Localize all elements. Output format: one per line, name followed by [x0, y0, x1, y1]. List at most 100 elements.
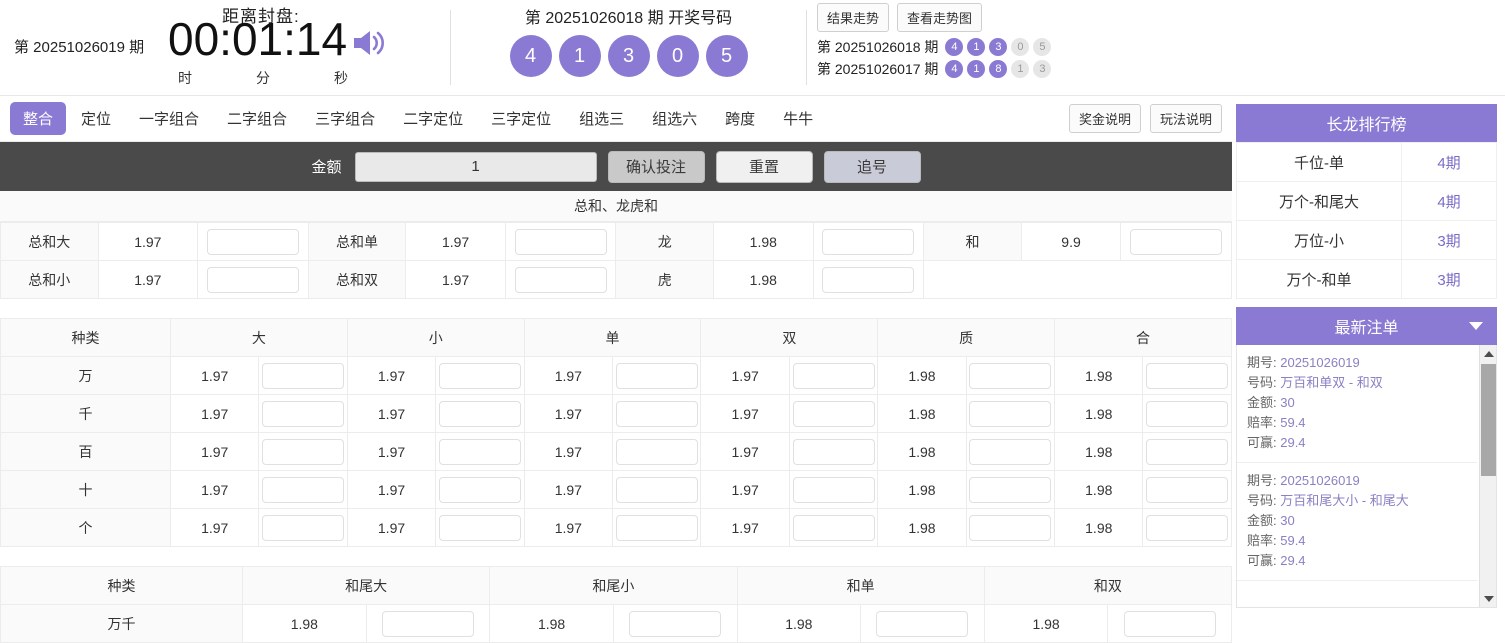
- bet-amount-input[interactable]: [792, 362, 875, 389]
- order-item[interactable]: 期号: 20251026019 号码: 万百和单双 - 和双 金额: 30 赔率: 5…: [1237, 345, 1477, 463]
- bet-option-label[interactable]: 虎: [615, 260, 715, 299]
- bet-amount-input[interactable]: [1146, 362, 1229, 389]
- odds-value[interactable]: 1.97: [523, 394, 614, 433]
- odds-value[interactable]: 9.9: [1020, 222, 1122, 261]
- bonus-info-button[interactable]: 奖金说明: [1068, 104, 1141, 133]
- amount-input[interactable]: [354, 151, 597, 182]
- odds-value[interactable]: 1.97: [346, 508, 437, 547]
- rules-info-button[interactable]: 玩法说明: [1149, 104, 1222, 133]
- odds-value[interactable]: 1.97: [169, 394, 260, 433]
- bet-amount-input[interactable]: [969, 362, 1052, 389]
- bet-amount-input[interactable]: [615, 438, 698, 465]
- bet-amount-input[interactable]: [615, 400, 698, 427]
- odds-value[interactable]: 1.97: [169, 470, 260, 509]
- result-trend-button[interactable]: 结果走势: [817, 3, 890, 32]
- odds-value[interactable]: 1.97: [346, 394, 437, 433]
- bet-amount-input[interactable]: [615, 362, 698, 389]
- odds-value[interactable]: 1.98: [877, 394, 967, 433]
- bet-amount-input[interactable]: [438, 438, 521, 465]
- odds-value[interactable]: 1.97: [169, 356, 260, 395]
- bet-option-label[interactable]: 总和单: [307, 222, 407, 261]
- bet-amount-input[interactable]: [1130, 228, 1223, 255]
- bet-amount-input[interactable]: [876, 610, 969, 637]
- bet-option-label[interactable]: 和: [923, 222, 1022, 261]
- bet-amount-input[interactable]: [1146, 400, 1229, 427]
- odds-value[interactable]: 1.98: [877, 508, 967, 547]
- rank-row[interactable]: 万个-和单 3期: [1236, 259, 1497, 299]
- odds-value[interactable]: 1.98: [1054, 470, 1144, 509]
- bet-option-label[interactable]: 龙: [615, 222, 715, 261]
- tab-10[interactable]: 牛牛: [783, 111, 814, 128]
- odds-value[interactable]: 1.97: [523, 356, 614, 395]
- bet-amount-input[interactable]: [381, 610, 474, 637]
- bet-amount-input[interactable]: [438, 400, 521, 427]
- tab-8[interactable]: 组选六: [652, 111, 698, 128]
- odds-value[interactable]: 1.97: [523, 508, 614, 547]
- bet-amount-input[interactable]: [262, 438, 345, 465]
- odds-value[interactable]: 1.97: [700, 470, 790, 509]
- view-chart-button[interactable]: 查看走势图: [897, 3, 983, 32]
- bet-amount-input[interactable]: [1123, 610, 1216, 637]
- odds-value[interactable]: 1.97: [169, 508, 260, 547]
- tab-2[interactable]: 一字组合: [139, 111, 200, 128]
- odds-value[interactable]: 1.97: [700, 508, 790, 547]
- bet-amount-input[interactable]: [438, 362, 521, 389]
- bet-amount-input[interactable]: [262, 476, 345, 503]
- odds-value[interactable]: 1.97: [97, 260, 199, 299]
- bet-amount-input[interactable]: [438, 476, 521, 503]
- bet-amount-input[interactable]: [969, 476, 1052, 503]
- odds-value[interactable]: 1.97: [523, 432, 614, 471]
- odds-value[interactable]: 1.98: [877, 470, 967, 509]
- odds-value[interactable]: 1.97: [405, 260, 506, 299]
- tab-5[interactable]: 二字定位: [403, 111, 464, 128]
- order-item[interactable]: 期号: 20251026019 号码: 万百和尾大小 - 和尾大 金额: 30 赔率:…: [1237, 463, 1477, 581]
- bet-amount-input[interactable]: [1146, 514, 1229, 541]
- odds-value[interactable]: 1.97: [346, 356, 437, 395]
- bet-amount-input[interactable]: [792, 400, 875, 427]
- bet-option-label[interactable]: 总和小: [0, 260, 99, 299]
- bet-amount-input[interactable]: [206, 228, 299, 255]
- bet-amount-input[interactable]: [969, 514, 1052, 541]
- scroll-up-arrow-icon[interactable]: [1480, 345, 1496, 362]
- odds-value[interactable]: 1.98: [1054, 432, 1144, 471]
- bet-amount-input[interactable]: [514, 266, 607, 293]
- bet-amount-input[interactable]: [262, 400, 345, 427]
- bet-option-label[interactable]: 总和大: [0, 222, 99, 261]
- odds-value[interactable]: 1.97: [523, 470, 614, 509]
- scrollbar-thumb[interactable]: [1481, 364, 1496, 476]
- bet-option-label[interactable]: 总和双: [307, 260, 407, 299]
- odds-value[interactable]: 1.98: [1054, 394, 1144, 433]
- odds-value[interactable]: 1.97: [169, 432, 260, 471]
- rank-row[interactable]: 万位-小 3期: [1236, 220, 1497, 260]
- rank-row[interactable]: 万个-和尾大 4期: [1236, 181, 1497, 221]
- odds-value[interactable]: 1.98: [1054, 508, 1144, 547]
- odds-value[interactable]: 1.98: [713, 260, 814, 299]
- bet-amount-input[interactable]: [438, 514, 521, 541]
- odds-value[interactable]: 1.98: [983, 604, 1109, 643]
- bet-amount-input[interactable]: [514, 228, 607, 255]
- odds-value[interactable]: 1.97: [346, 432, 437, 471]
- orders-scrollbar[interactable]: [1479, 345, 1496, 607]
- odds-value[interactable]: 1.97: [700, 432, 790, 471]
- tab-3[interactable]: 二字组合: [227, 111, 288, 128]
- odds-value[interactable]: 1.98: [713, 222, 814, 261]
- scroll-down-arrow-icon[interactable]: [1480, 590, 1496, 607]
- odds-value[interactable]: 1.97: [405, 222, 506, 261]
- tab-4[interactable]: 三字组合: [315, 111, 376, 128]
- odds-value[interactable]: 1.98: [1054, 356, 1144, 395]
- bet-amount-input[interactable]: [615, 476, 698, 503]
- reset-button[interactable]: 重置: [715, 150, 813, 183]
- odds-value[interactable]: 1.97: [97, 222, 199, 261]
- bet-amount-input[interactable]: [262, 514, 345, 541]
- odds-value[interactable]: 1.97: [346, 470, 437, 509]
- odds-value[interactable]: 1.98: [877, 356, 967, 395]
- odds-value[interactable]: 1.98: [877, 432, 967, 471]
- bet-amount-input[interactable]: [1146, 438, 1229, 465]
- bet-amount-input[interactable]: [1146, 476, 1229, 503]
- bet-amount-input[interactable]: [792, 438, 875, 465]
- odds-value[interactable]: 1.98: [736, 604, 862, 643]
- bet-amount-input[interactable]: [792, 476, 875, 503]
- odds-value[interactable]: 1.98: [242, 604, 367, 643]
- bet-amount-input[interactable]: [792, 514, 875, 541]
- confirm-bet-button[interactable]: 确认投注: [607, 150, 705, 183]
